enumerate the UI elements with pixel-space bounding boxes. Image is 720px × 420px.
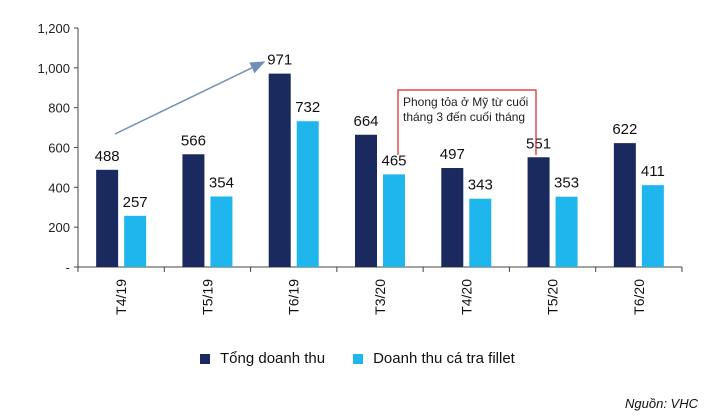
x-tick-label: T3/20 <box>372 279 388 315</box>
data-label-fillet: 354 <box>209 174 234 191</box>
annotation-line-2: tháng 3 đến cuối tháng <box>403 110 525 124</box>
data-label-total: 971 <box>267 52 292 69</box>
legend-item-total: Tổng doanh thu <box>200 350 325 367</box>
data-label-fillet: 465 <box>381 152 406 169</box>
legend-label-total: Tổng doanh thu <box>220 350 326 367</box>
data-label-total: 622 <box>612 121 637 138</box>
bar-fillet <box>296 121 319 268</box>
y-tick-label: 1,000 <box>37 61 70 76</box>
data-label-total: 497 <box>440 146 465 163</box>
bar-fillet <box>641 185 664 267</box>
x-tick-label: T6/20 <box>631 279 647 315</box>
bar-fillet <box>383 174 405 267</box>
y-tick-label: 200 <box>48 220 70 235</box>
y-tick-label: 400 <box>48 180 70 195</box>
data-label-total: 551 <box>526 135 551 152</box>
annotation: Phong tỏa ở Mỹ từ cuối tháng 3 đến cuối … <box>397 89 537 155</box>
bar-total <box>182 154 205 267</box>
legend-label-fillet: Doanh thu cá tra fillet <box>373 350 515 367</box>
data-label-total: 566 <box>181 132 206 149</box>
data-label-fillet: 411 <box>641 163 665 180</box>
bar-fillet <box>469 198 492 267</box>
bar-total <box>613 143 636 267</box>
data-label-fillet: 257 <box>123 194 148 211</box>
bar-fillet <box>555 196 578 267</box>
legend-swatch-total <box>200 353 210 364</box>
data-label-fillet: 353 <box>554 175 579 192</box>
data-label-total: 488 <box>95 148 120 165</box>
y-tick-label: 600 <box>48 141 70 156</box>
annotation-line-1: Phong tỏa ở Mỹ từ cuối <box>403 95 528 109</box>
bar-total <box>268 73 291 268</box>
bar-fillet <box>124 215 147 267</box>
bar-fillet <box>210 196 233 267</box>
source-note: Nguồn: VHC <box>625 396 698 411</box>
x-tick-label: T4/19 <box>113 279 129 315</box>
bar-total <box>527 157 550 267</box>
y-tick-label: 1,200 <box>37 21 70 36</box>
x-tick-label: T4/20 <box>458 279 474 315</box>
data-label-fillet: 343 <box>468 177 493 194</box>
bar-total <box>96 169 119 267</box>
x-tick-label: T6/19 <box>286 279 302 315</box>
y-tick-label: 800 <box>48 101 70 116</box>
bar-total <box>355 134 377 267</box>
x-tick-label: T5/19 <box>199 279 215 315</box>
data-label-total: 664 <box>353 113 378 130</box>
y-tick-label: - <box>66 260 70 275</box>
annotation-bracket <box>397 89 537 155</box>
trend-arrow <box>114 61 266 135</box>
bar-total <box>441 168 464 267</box>
bar-chart: - 200 400 600 800 1,000 1,200 T4/19 T5/19 T6/19 T3… <box>37 21 683 315</box>
data-label-fillet: 732 <box>295 99 320 116</box>
legend-item-fillet: Doanh thu cá tra fillet <box>353 350 515 367</box>
legend-swatch-fillet <box>353 353 364 364</box>
x-tick-label: T5/20 <box>545 279 561 315</box>
legend: Tổng doanh thu Doanh thu cá tra fillet <box>200 350 515 367</box>
